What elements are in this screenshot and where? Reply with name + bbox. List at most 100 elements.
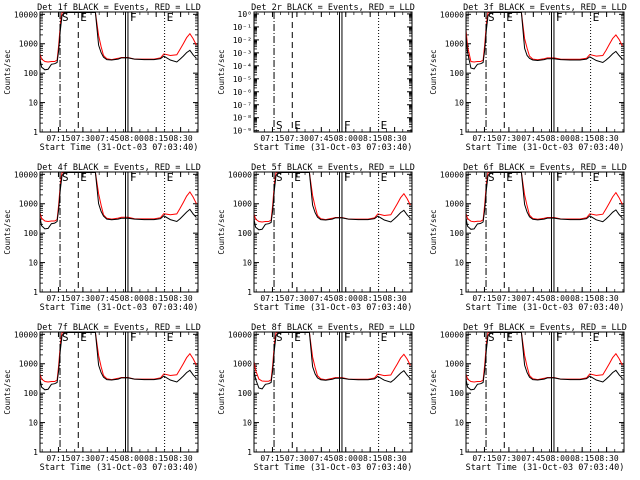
y-tick-label: 10⁻⁷: [233, 101, 252, 110]
marker-label: F: [344, 331, 351, 344]
x-axis-label: Start Time (31-Oct-03 07:03:40): [466, 143, 625, 153]
marker-label: E: [80, 11, 87, 24]
panel-6: Det 6f BLACK = Events, RED = LLD 1 10 100 10…: [429, 163, 627, 313]
data-area: [466, 12, 623, 70]
x-axis-label: Start Time (31-Oct-03 07:03:40): [466, 463, 625, 473]
plot-frame: [39, 171, 199, 293]
y-tick-label: 10⁻⁵: [233, 75, 252, 84]
marker-label: S: [488, 171, 495, 184]
x-tick-label: 08:30: [383, 134, 407, 143]
x-tick-label: 07:15: [472, 454, 496, 463]
y-tick-label: 10000: [228, 170, 252, 179]
x-tick-label: 07:30: [285, 134, 309, 143]
x-tick-label: 08:00: [546, 134, 570, 143]
x-tick-label: 08:15: [144, 294, 168, 303]
y-tick-label: 1: [459, 128, 464, 137]
x-tick-label: 08:15: [358, 454, 382, 463]
x-tick-label: 07:45: [95, 294, 119, 303]
x-tick-label: 08:00: [334, 294, 358, 303]
y-axis-label: Counts/sec: [217, 49, 226, 94]
x-tick-label: 07:30: [285, 454, 309, 463]
x-tick-label: 08:00: [334, 454, 358, 463]
plot-frame: [253, 11, 413, 133]
x-tick-label: 08:00: [334, 134, 358, 143]
marker-label: S: [276, 119, 283, 132]
events-series-line: [254, 172, 411, 231]
x-tick-label: 07:30: [71, 134, 95, 143]
y-tick-label: 10⁻²: [233, 36, 252, 45]
y-tick-label: 1000: [19, 360, 38, 369]
marker-label: E: [167, 171, 174, 184]
plot-frame: [253, 171, 413, 293]
marker-label: E: [381, 331, 388, 344]
panel-title: Det 5f BLACK = Events, RED = LLD: [251, 163, 415, 173]
x-tick-label: 08:00: [120, 454, 144, 463]
y-tick-label: 1: [33, 128, 38, 137]
panel-title: Det 4f BLACK = Events, RED = LLD: [37, 163, 201, 173]
y-tick-label: 10⁻⁶: [233, 88, 252, 97]
marker-label: E: [506, 11, 513, 24]
panel-4: Det 4f BLACK = Events, RED = LLD 1 10 100 10…: [3, 163, 201, 313]
y-tick-label: 10: [454, 419, 464, 428]
y-tick-label: 1: [459, 288, 464, 297]
panel-title: Det 7f BLACK = Events, RED = LLD: [37, 323, 201, 333]
data-area: [40, 172, 197, 230]
y-axis-label: Counts/sec: [3, 49, 12, 94]
x-tick-label: 07:15: [46, 294, 70, 303]
x-tick-label: 07:45: [521, 294, 545, 303]
y-tick-label: 1000: [233, 200, 252, 209]
marker-label: S: [62, 331, 69, 344]
x-tick-label: 07:45: [521, 454, 545, 463]
plot-frame: [39, 11, 199, 133]
y-tick-label: 100: [450, 229, 465, 238]
panel-title: Det 8f BLACK = Events, RED = LLD: [251, 323, 415, 333]
y-tick-label: 10: [454, 259, 464, 268]
panel-2: Det 2r BLACK = Events, RED = LLD 10⁻⁹ 10⁻⁸…: [217, 3, 415, 153]
x-tick-label: 07:45: [309, 454, 333, 463]
x-tick-label: 08:30: [169, 294, 193, 303]
events-series-line: [254, 332, 411, 390]
y-tick-label: 10⁻⁸: [233, 114, 252, 123]
y-tick-label: 10⁻⁴: [233, 62, 252, 71]
data-area: [40, 12, 197, 71]
x-tick-label: 07:15: [472, 294, 496, 303]
y-tick-label: 10: [242, 259, 252, 268]
x-tick-label: 08:30: [383, 294, 407, 303]
x-tick-label: 08:00: [120, 134, 144, 143]
x-tick-label: 08:30: [169, 134, 193, 143]
marker-label: E: [593, 331, 600, 344]
panel-5: Det 5f BLACK = Events, RED = LLD 1 10 100 10…: [217, 163, 415, 313]
y-tick-label: 1: [247, 288, 252, 297]
x-tick-label: 08:30: [383, 454, 407, 463]
panel-title: Det 3f BLACK = Events, RED = LLD: [463, 3, 627, 13]
marker-label: E: [80, 171, 87, 184]
events-series-line: [40, 12, 197, 71]
x-tick-label: 07:15: [260, 454, 284, 463]
marker-label: F: [344, 171, 351, 184]
marker-label: E: [593, 171, 600, 184]
x-axis-label: Start Time (31-Oct-03 07:03:40): [254, 303, 413, 313]
marker-label: E: [167, 11, 174, 24]
y-tick-label: 10⁻⁹: [233, 127, 252, 136]
x-tick-label: 08:30: [169, 454, 193, 463]
panel-7: Det 7f BLACK = Events, RED = LLD 1 10 100 10…: [3, 323, 201, 473]
y-tick-label: 10: [454, 99, 464, 108]
y-tick-label: 100: [24, 389, 39, 398]
marker-label: S: [276, 331, 283, 344]
marker-label: E: [167, 331, 174, 344]
y-tick-label: 10⁻³: [233, 49, 252, 58]
x-tick-label: 08:00: [546, 294, 570, 303]
x-tick-label: 07:15: [260, 134, 284, 143]
events-series-line: [466, 172, 623, 230]
y-axis-label: Counts/sec: [217, 369, 226, 414]
marker-label: S: [488, 11, 495, 24]
x-tick-label: 08:15: [358, 294, 382, 303]
x-tick-label: 08:30: [595, 294, 619, 303]
x-tick-label: 07:45: [309, 294, 333, 303]
x-axis-label: Start Time (31-Oct-03 07:03:40): [466, 303, 625, 313]
y-tick-label: 1000: [445, 40, 464, 49]
marker-label: S: [62, 11, 69, 24]
x-axis-label: Start Time (31-Oct-03 07:03:40): [254, 143, 413, 153]
y-axis-label: Counts/sec: [217, 209, 226, 254]
y-tick-label: 1: [33, 448, 38, 457]
